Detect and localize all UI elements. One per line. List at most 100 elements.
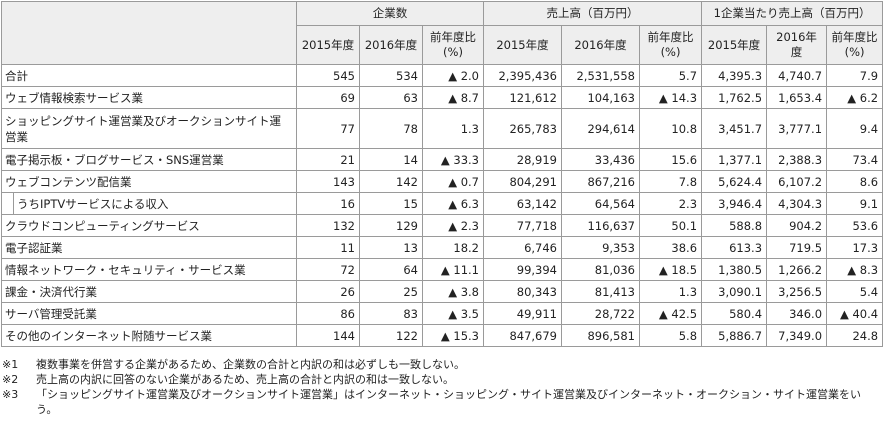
value-cell: 80,343 [483,280,562,303]
value-cell: 847,679 [483,324,562,347]
value-cell: 81,413 [561,280,640,303]
value-cell: 5.8 [638,324,703,347]
value-cell: 33,436 [561,148,640,171]
value-cell: 294,614 [561,108,640,149]
value-cell: 142 [359,170,423,193]
value-cell: 83 [359,302,423,325]
header-sales-per-company: 1企業当たり売上高（百万円） [701,1,884,26]
value-cell: 26 [296,280,360,303]
subheader-cell: 2016年度 [766,25,828,65]
subheader-cell: 2016年度 [359,25,423,65]
footnote-mark: ※1 [2,358,19,371]
subheader-cell: 2015年度 [296,25,360,65]
value-cell: 7.9 [826,64,884,87]
value-cell: ▲ 2.0 [422,64,484,87]
value-cell: 15.6 [638,148,703,171]
value-cell: 3,090.1 [701,280,768,303]
value-cell: 63 [359,86,423,109]
footnote-text: 「ショッピングサイト運営業及びオークションサイト運営業」はインターネット・ショッ… [36,388,861,416]
value-cell: 5,886.7 [701,324,768,347]
value-cell: 2.3 [638,192,703,215]
footnote-text: 売上高の内訳に回答のない企業があるため、売上高の合計と内訳の和は一致しない。 [36,373,454,386]
table-body: 合計 545 534 ▲ 2.0 2,395,436 2,531,558 5.7 4,395.… [1,64,884,347]
value-cell: 21 [296,148,360,171]
value-cell: 4,304.3 [766,192,828,215]
subheader-cell: 前年度比(%) [638,25,703,65]
value-cell: 3,451.7 [701,108,768,149]
subheader-cell: 前年度比(%) [422,25,484,65]
value-cell: 78 [359,108,423,149]
footnote-mark: ※3 [2,388,19,401]
table-row: サーバ管理受託業 86 83 ▲ 3.5 49,911 28,722 ▲ 42.5 580.4… [1,302,884,325]
value-cell: 5.4 [826,280,884,303]
value-cell: ▲ 8.7 [422,86,484,109]
row-label: 合計 [1,64,297,87]
footnote-mark: ※2 [2,373,19,386]
value-cell: 7,349.0 [766,324,828,347]
row-label: その他のインターネット附随サービス業 [1,324,297,347]
value-cell: 50.1 [638,214,703,237]
value-cell: 15 [359,192,423,215]
value-cell: 3,256.5 [766,280,828,303]
value-cell: 104,163 [561,86,640,109]
row-label: 電子掲示板・ブログサービス・SNS運営業 [1,148,297,171]
value-cell: 545 [296,64,360,87]
table-row: ウェブコンテンツ配信業 143 142 ▲ 0.7 804,291 867,216 7.8 5… [1,170,884,193]
value-cell: 129 [359,214,423,237]
value-cell: 1,377.1 [701,148,768,171]
value-cell: 116,637 [561,214,640,237]
value-cell: 867,216 [561,170,640,193]
value-cell: ▲ 8.3 [826,258,884,281]
value-cell: ▲ 18.5 [638,258,703,281]
value-cell: 896,581 [561,324,640,347]
subheader-cell: 2016年度 [561,25,640,65]
footnote: ※1 複数事業を併営する企業があるため、企業数の合計と内訳の和は必ずしも一致しな… [2,357,882,372]
value-cell: ▲ 6.2 [826,86,884,109]
value-cell: 2,531,558 [561,64,640,87]
value-cell: ▲ 2.3 [422,214,484,237]
value-cell: 143 [296,170,360,193]
value-cell: 9.4 [826,108,884,149]
value-cell: 121,612 [483,86,562,109]
value-cell: 18.2 [422,236,484,259]
subheader-cell: 2015年度 [483,25,562,65]
value-cell: 64 [359,258,423,281]
value-cell: ▲ 15.3 [422,324,484,347]
value-cell: 1.3 [422,108,484,149]
value-cell: 72 [296,258,360,281]
value-cell: 613.3 [701,236,768,259]
table-row: 電子認証業 11 13 18.2 6,746 9,353 38.6 613.3 719.5 17.… [1,236,884,259]
value-cell: 6,746 [483,236,562,259]
value-cell: 5,624.4 [701,170,768,193]
value-cell: 7.8 [638,170,703,193]
value-cell: 2,395,436 [483,64,562,87]
value-cell: 4,395.3 [701,64,768,87]
value-cell: 38.6 [638,236,703,259]
table-row: うちIPTVサービスによる収入 16 15 ▲ 6.3 63,142 64,564 2.3 3… [1,192,884,215]
value-cell: 53.6 [826,214,884,237]
subheader-cell: 前年度比(%) [826,25,884,65]
value-cell: 5.7 [638,64,703,87]
table-row: 電子掲示板・ブログサービス・SNS運営業 21 14 ▲ 33.3 28,919 33,4… [1,148,884,171]
value-cell: 77,718 [483,214,562,237]
value-cell: ▲ 33.3 [422,148,484,171]
row-label: うちIPTVサービスによる収入 [13,192,297,215]
value-cell: ▲ 3.5 [422,302,484,325]
subheader-cell: 2015年度 [701,25,768,65]
row-label: ウェブコンテンツ配信業 [1,170,297,193]
value-cell: 3,946.4 [701,192,768,215]
value-cell: 346.0 [766,302,828,325]
value-cell: ▲ 0.7 [422,170,484,193]
table-row: ショッピングサイト運営業及びオークションサイト運営業 77 78 1.3 265,783… [1,108,884,149]
value-cell: 17.3 [826,236,884,259]
header-sales: 売上高（百万円） [482,1,703,26]
value-cell: 4,740.7 [766,64,828,87]
header-corner [1,1,297,65]
table-row: 情報ネットワーク・セキュリティ・サービス業 72 64 ▲ 11.1 99,394 81,… [1,258,884,281]
indent-cell [1,192,14,215]
footnote-text: 複数事業を併営する企業があるため、企業数の合計と内訳の和は必ずしも一致しない。 [36,358,465,371]
row-label: 電子認証業 [1,236,297,259]
table-row: 課金・決済代行業 26 25 ▲ 3.8 80,343 81,413 1.3 3,090.1 3… [1,280,884,303]
value-cell: 24.8 [826,324,884,347]
footnote: ※3 「ショッピングサイト運営業及びオークションサイト運営業」はインターネット・… [2,387,882,417]
